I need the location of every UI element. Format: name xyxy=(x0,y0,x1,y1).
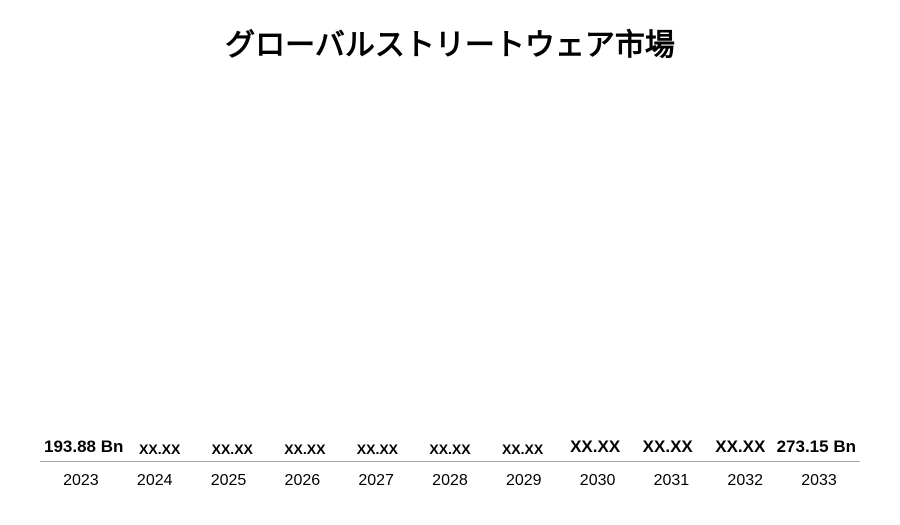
x-tick-label: 2029 xyxy=(487,466,561,494)
x-tick-label: 2023 xyxy=(44,466,118,494)
bar-value-label: 273.15 Bn xyxy=(777,437,856,457)
bar-slot: XX.XX xyxy=(341,441,414,461)
x-tick-label: 2030 xyxy=(561,466,635,494)
bar-series: 193.88 Bn XX.XX XX.XX XX.XX XX.XX XX.XX XX.XX X… xyxy=(40,99,860,462)
x-tick-label: 2024 xyxy=(118,466,192,494)
bar-value-label: XX.XX xyxy=(643,437,693,457)
x-tick-label: 2033 xyxy=(782,466,856,494)
x-tick-label: 2028 xyxy=(413,466,487,494)
bar-value-label: XX.XX xyxy=(570,437,620,457)
plot-area: 193.88 Bn XX.XX XX.XX XX.XX XX.XX XX.XX XX.XX X… xyxy=(40,99,860,494)
bar-value-label: XX.XX xyxy=(715,437,765,457)
x-tick-label: 2031 xyxy=(635,466,709,494)
x-tick-label: 2026 xyxy=(265,466,339,494)
bar-value-label: 193.88 Bn xyxy=(44,437,123,457)
bar-slot: XX.XX xyxy=(196,441,269,461)
bar-value-label: XX.XX xyxy=(139,441,180,457)
bar-value-label: XX.XX xyxy=(429,441,470,457)
bar-slot: 193.88 Bn xyxy=(44,437,123,461)
chart-title: グローバルストリートウェア市場 xyxy=(40,20,860,64)
bar-slot: XX.XX xyxy=(704,437,777,461)
bar-slot: XX.XX xyxy=(414,441,487,461)
bar-slot: XX.XX xyxy=(123,441,196,461)
bar-value-label: XX.XX xyxy=(357,441,398,457)
bar-value-label: XX.XX xyxy=(212,441,253,457)
bar-slot: XX.XX xyxy=(269,441,342,461)
bar-slot: XX.XX xyxy=(559,437,632,461)
x-tick-label: 2025 xyxy=(192,466,266,494)
x-tick-label: 2032 xyxy=(708,466,782,494)
x-axis: 2023202420252026202720282029203020312032… xyxy=(40,466,860,494)
bar-value-label: XX.XX xyxy=(502,441,543,457)
bar-slot: XX.XX xyxy=(486,441,559,461)
bar-slot: XX.XX xyxy=(631,437,704,461)
chart-container: グローバルストリートウェア市場 193.88 Bn XX.XX XX.XX XX.XX… xyxy=(0,0,900,525)
bar-slot: 273.15 Bn xyxy=(777,437,856,461)
bar-value-label: XX.XX xyxy=(284,441,325,457)
x-tick-label: 2027 xyxy=(339,466,413,494)
